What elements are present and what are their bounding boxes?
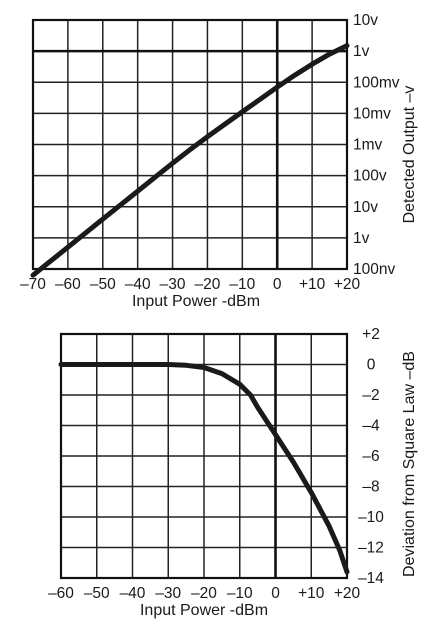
top-x-tick-label: –70 [20, 276, 46, 293]
top-y-tick-label: 10v [353, 199, 378, 216]
top-y-tick-label: 10mv [353, 105, 391, 122]
bottom-x-tick-label: –10 [227, 585, 253, 602]
top-y-tick-label: 10v [353, 12, 378, 29]
bottom-y-tick-label: –8 [362, 479, 379, 496]
top-y-tick-label: 100v [353, 168, 387, 185]
top-y-tick-label: 1mv [353, 137, 383, 154]
bottom-y-tick-label: +2 [362, 326, 380, 343]
bottom-y-axis-label: Deviation from Square Law –dB [401, 351, 418, 577]
bottom-y-tick-label: –12 [358, 540, 384, 557]
bottom-y-tick-label: –2 [362, 387, 379, 404]
top-y-tick-label: 100nv [353, 261, 395, 278]
top-y-tick-label: 1v [353, 43, 370, 60]
bottom-y-tick-label: –6 [362, 448, 379, 465]
bottom-series-line [58, 362, 350, 575]
bottom-x-tick-label: +20 [334, 585, 361, 602]
bottom-x-tick-label: 0 [271, 585, 280, 602]
top-x-tick-label: –20 [195, 276, 221, 293]
top-x-tick-label: 0 [273, 276, 282, 293]
bottom-x-tick-label: –30 [155, 585, 181, 602]
bottom-x-tick-label: +10 [298, 585, 325, 602]
top-x-tick-label: –10 [229, 276, 255, 293]
top-x-tick-label: +20 [334, 276, 361, 293]
top-x-axis-label: Input Power -dBm [132, 293, 260, 310]
top-y-tick-label: 100mv [353, 74, 400, 91]
bottom-x-tick-label: –20 [191, 585, 217, 602]
detected-output-chart: –70 –60 –50 –40 –30 –20 –10 0 +10 +20 10v 1v 100mv 10… [20, 12, 418, 310]
top-y-axis-label: Detected Output –v [401, 86, 418, 224]
top-series-line [30, 43, 350, 278]
square-law-deviation-chart: –60 –50 –40 –30 –20 –10 0 +10 +20+20–2–4–6–8–10–… [48, 326, 418, 619]
bottom-x-tick-label: –60 [48, 585, 74, 602]
top-x-tick-label: –60 [55, 276, 81, 293]
bottom-y-tick-label: –4 [362, 418, 380, 435]
top-y-tick-label: 1v [353, 230, 370, 247]
bottom-x-axis-label: Input Power -dBm [140, 602, 268, 619]
bottom-x-tick-label: –40 [120, 585, 146, 602]
top-x-tick-label: –50 [90, 276, 116, 293]
top-x-tick-label: +10 [299, 276, 326, 293]
top-x-tick-label: –30 [160, 276, 186, 293]
bottom-y-tick-label: –14 [358, 570, 384, 587]
bottom-y-tick-label: –10 [358, 509, 384, 526]
bottom-x-tick-label: –50 [84, 585, 110, 602]
bottom-y-tick-label: 0 [367, 357, 376, 374]
bottom-plot-frame [59, 332, 349, 580]
top-x-tick-label: –40 [125, 276, 151, 293]
top-plot-frame [31, 18, 349, 271]
